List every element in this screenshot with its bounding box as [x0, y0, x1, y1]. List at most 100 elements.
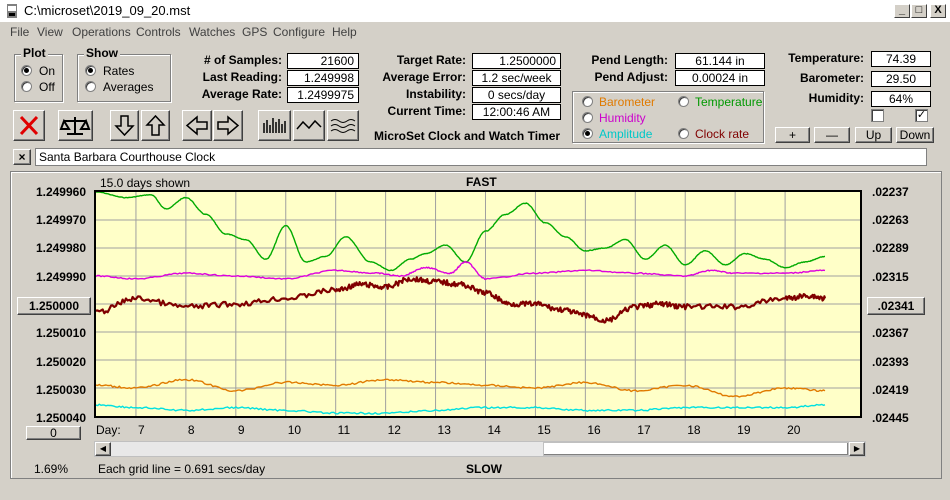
menu-bar: File View Operations Controls Watches GP…	[0, 23, 950, 41]
series-amplitude	[95, 403, 826, 415]
balance-button[interactable]	[58, 110, 93, 141]
up-button[interactable]: Up	[855, 127, 892, 143]
overlay-temperature-radio[interactable]	[678, 96, 689, 107]
series-temperature	[95, 191, 826, 272]
average-error-label: Average Error:	[382, 70, 466, 84]
down-button[interactable]: Down	[896, 127, 934, 143]
barometer-label: Barometer:	[799, 71, 864, 85]
menu-help[interactable]: Help	[332, 25, 357, 39]
arrow-left-icon	[185, 115, 208, 136]
pend-length-field[interactable]: 61.144 in	[675, 53, 765, 69]
waves-icon	[330, 119, 356, 133]
minimize-button[interactable]: _	[894, 4, 910, 18]
series-clock-rate	[95, 276, 827, 324]
x-tick-label: 9	[237, 423, 245, 437]
x-tick-label: 10	[287, 423, 302, 437]
menu-gps[interactable]: GPS	[242, 25, 268, 39]
chart-panel	[10, 171, 942, 479]
maximize-button[interactable]: □	[911, 4, 927, 18]
y-left-tick: 1.249980	[35, 241, 86, 255]
pend-adjust-field: 0.00024 in	[675, 70, 765, 86]
temperature-label: Temperature:	[788, 51, 864, 65]
line-view-button[interactable]	[293, 110, 325, 141]
bar-graph-icon	[263, 118, 286, 133]
y-right-tick: .02263	[872, 213, 909, 227]
scroll-left-button[interactable]: ◀	[95, 442, 111, 456]
target-rate-field[interactable]: 1.2500000	[472, 53, 561, 69]
x-tick-label: 12	[387, 423, 401, 437]
show-averages-radio[interactable]	[85, 81, 96, 92]
down-arrow-button[interactable]	[110, 110, 139, 141]
bars-view-button[interactable]	[258, 110, 291, 141]
left-arrow-button[interactable]	[182, 110, 212, 141]
samples-field: 21600	[287, 53, 359, 69]
menu-file[interactable]: File	[10, 25, 30, 39]
x-tick-label: 13	[437, 423, 451, 437]
horizontal-scrollbar[interactable]: ◀ ▶	[94, 441, 866, 457]
offset-button[interactable]: 0	[26, 426, 81, 440]
plot-off-radio[interactable]	[21, 81, 32, 92]
x-tick-label: 15	[537, 423, 551, 437]
overlay-amplitude-label: Amplitude	[599, 127, 653, 141]
plot-on-radio[interactable]	[21, 65, 32, 76]
overlay-clock-rate-radio[interactable]	[678, 128, 689, 139]
target-rate-label: Target Rate:	[396, 53, 466, 67]
x-tick-label: 11	[337, 423, 351, 437]
stop-x-icon	[19, 115, 39, 136]
x-axis: 7 8 9 10 11 12 13 14 15 16 17 18 19 20	[94, 423, 862, 437]
humidity-label: Humidity:	[808, 91, 864, 105]
plus-button[interactable]: +	[775, 127, 810, 143]
x-tick-label: 16	[587, 423, 601, 437]
rate-chart	[95, 191, 860, 416]
plot-on-label: On	[39, 64, 56, 78]
y-right-tick: .02445	[872, 411, 909, 425]
option-checkbox-1[interactable]	[871, 109, 884, 122]
menu-view[interactable]: View	[37, 25, 63, 39]
app-name-label: MicroSet Clock and Watch Timer	[374, 129, 561, 143]
center-rate-button[interactable]: 1.250000	[17, 297, 91, 315]
center-amplitude-button[interactable]: .02341	[867, 297, 925, 315]
menu-controls[interactable]: Controls	[136, 25, 181, 39]
instability-field: 0 secs/day	[472, 87, 561, 103]
option-checkbox-2[interactable]: ✓	[915, 109, 928, 122]
y-left-tick: 1.250030	[35, 383, 86, 397]
fast-label: FAST	[466, 175, 497, 189]
clear-name-button[interactable]: ×	[13, 149, 31, 165]
show-rates-radio[interactable]	[85, 65, 96, 76]
overlay-humidity-radio[interactable]	[582, 112, 593, 123]
menu-operations[interactable]: Operations	[72, 25, 131, 39]
line-graph-icon	[296, 119, 322, 130]
overlay-humidity-label: Humidity	[599, 111, 646, 125]
scroll-right-button[interactable]: ▶	[849, 442, 865, 456]
clock-name-input[interactable]: Santa Barbara Courthouse Clock	[35, 148, 927, 166]
menu-configure[interactable]: Configure	[273, 25, 326, 39]
plot-area[interactable]	[94, 190, 862, 418]
x-tick-label: 17	[637, 423, 651, 437]
waves-view-button[interactable]	[327, 110, 359, 141]
y-left-tick: 1.250020	[35, 355, 86, 369]
arrow-up-icon	[145, 114, 166, 136]
plot-group	[14, 54, 63, 102]
y-right-tick: .02237	[872, 185, 909, 199]
overlay-barometer-radio[interactable]	[582, 96, 593, 107]
overlay-amplitude-radio[interactable]	[582, 128, 593, 139]
plot-off-label: Off	[39, 80, 55, 94]
x-tick-label: 20	[787, 423, 801, 437]
scroll-thumb[interactable]	[543, 442, 849, 456]
app-icon	[7, 4, 17, 18]
up-arrow-button[interactable]	[141, 110, 170, 141]
stop-button[interactable]	[13, 110, 45, 141]
pend-adjust-label: Pend Adjust:	[594, 70, 668, 84]
arrow-down-icon	[114, 115, 135, 137]
current-time-field: 12:00:46 AM	[472, 104, 561, 120]
minus-button[interactable]: —	[814, 127, 850, 143]
overlay-barometer-label: Barometer	[599, 95, 656, 109]
menu-watches[interactable]: Watches	[189, 25, 236, 39]
arrow-right-icon	[217, 115, 240, 136]
close-button[interactable]: X	[930, 4, 946, 18]
right-arrow-button[interactable]	[213, 110, 243, 141]
plot-group-title: Plot	[21, 46, 48, 60]
show-rates-label: Rates	[103, 64, 135, 78]
x-tick-label: 8	[187, 423, 195, 437]
y-left-tick: 1.249970	[35, 213, 86, 227]
